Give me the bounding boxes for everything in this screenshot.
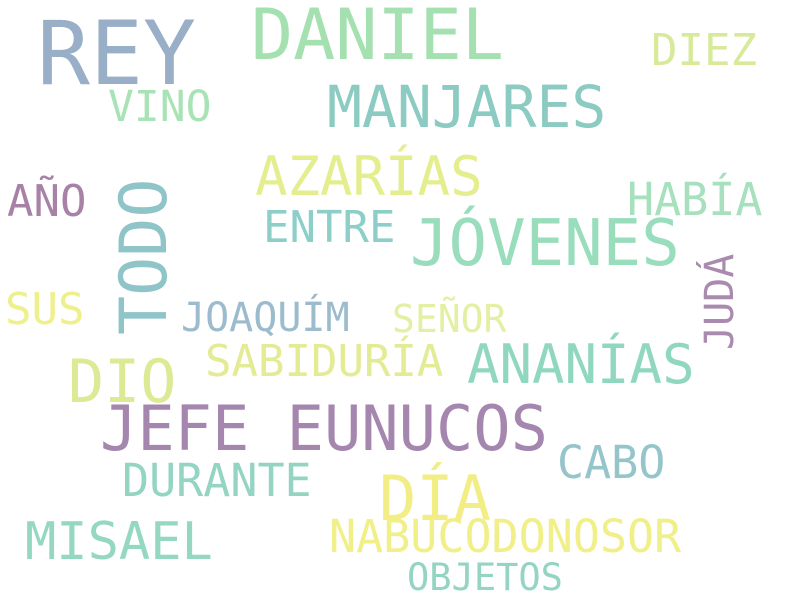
- word-daniel: DANIEL: [251, 0, 504, 76]
- word-dia: DÍA: [379, 462, 491, 535]
- word-habia: HABÍA: [627, 173, 763, 226]
- word-joaquim: JOAQUÍM: [181, 295, 350, 341]
- word-azarias: AZARÍAS: [255, 145, 483, 208]
- word-cabo: CABO: [557, 436, 666, 489]
- word-jefe-eunucos: JEFE EUNUCOS: [100, 392, 548, 465]
- word-ano: AÑO: [7, 176, 87, 227]
- word-vino: VINO: [108, 82, 212, 132]
- word-nabucodonosor: NABUCODONOSOR: [329, 510, 682, 563]
- word-diez: DIEZ: [651, 25, 757, 76]
- word-dio: DIO: [68, 347, 177, 417]
- word-jovenes: JÓVENES: [410, 207, 680, 281]
- word-juda: JUDÁ: [697, 253, 743, 350]
- word-sus: SUS: [5, 284, 85, 335]
- word-misael: MISAEL: [25, 512, 213, 572]
- word-rey: REY: [37, 2, 196, 105]
- word-sabiduria: SABIDURÍA: [205, 336, 444, 387]
- word-durante: DURANTE: [122, 454, 312, 507]
- word-senor: SEÑOR: [392, 297, 507, 341]
- word-objetos: OBJETOS: [407, 556, 563, 599]
- word-ananias: ANANÍAS: [467, 333, 695, 396]
- word-todo: TODO: [107, 178, 182, 335]
- word-entre: ENTRE: [263, 202, 396, 253]
- word-manjares: MANJARES: [327, 73, 607, 141]
